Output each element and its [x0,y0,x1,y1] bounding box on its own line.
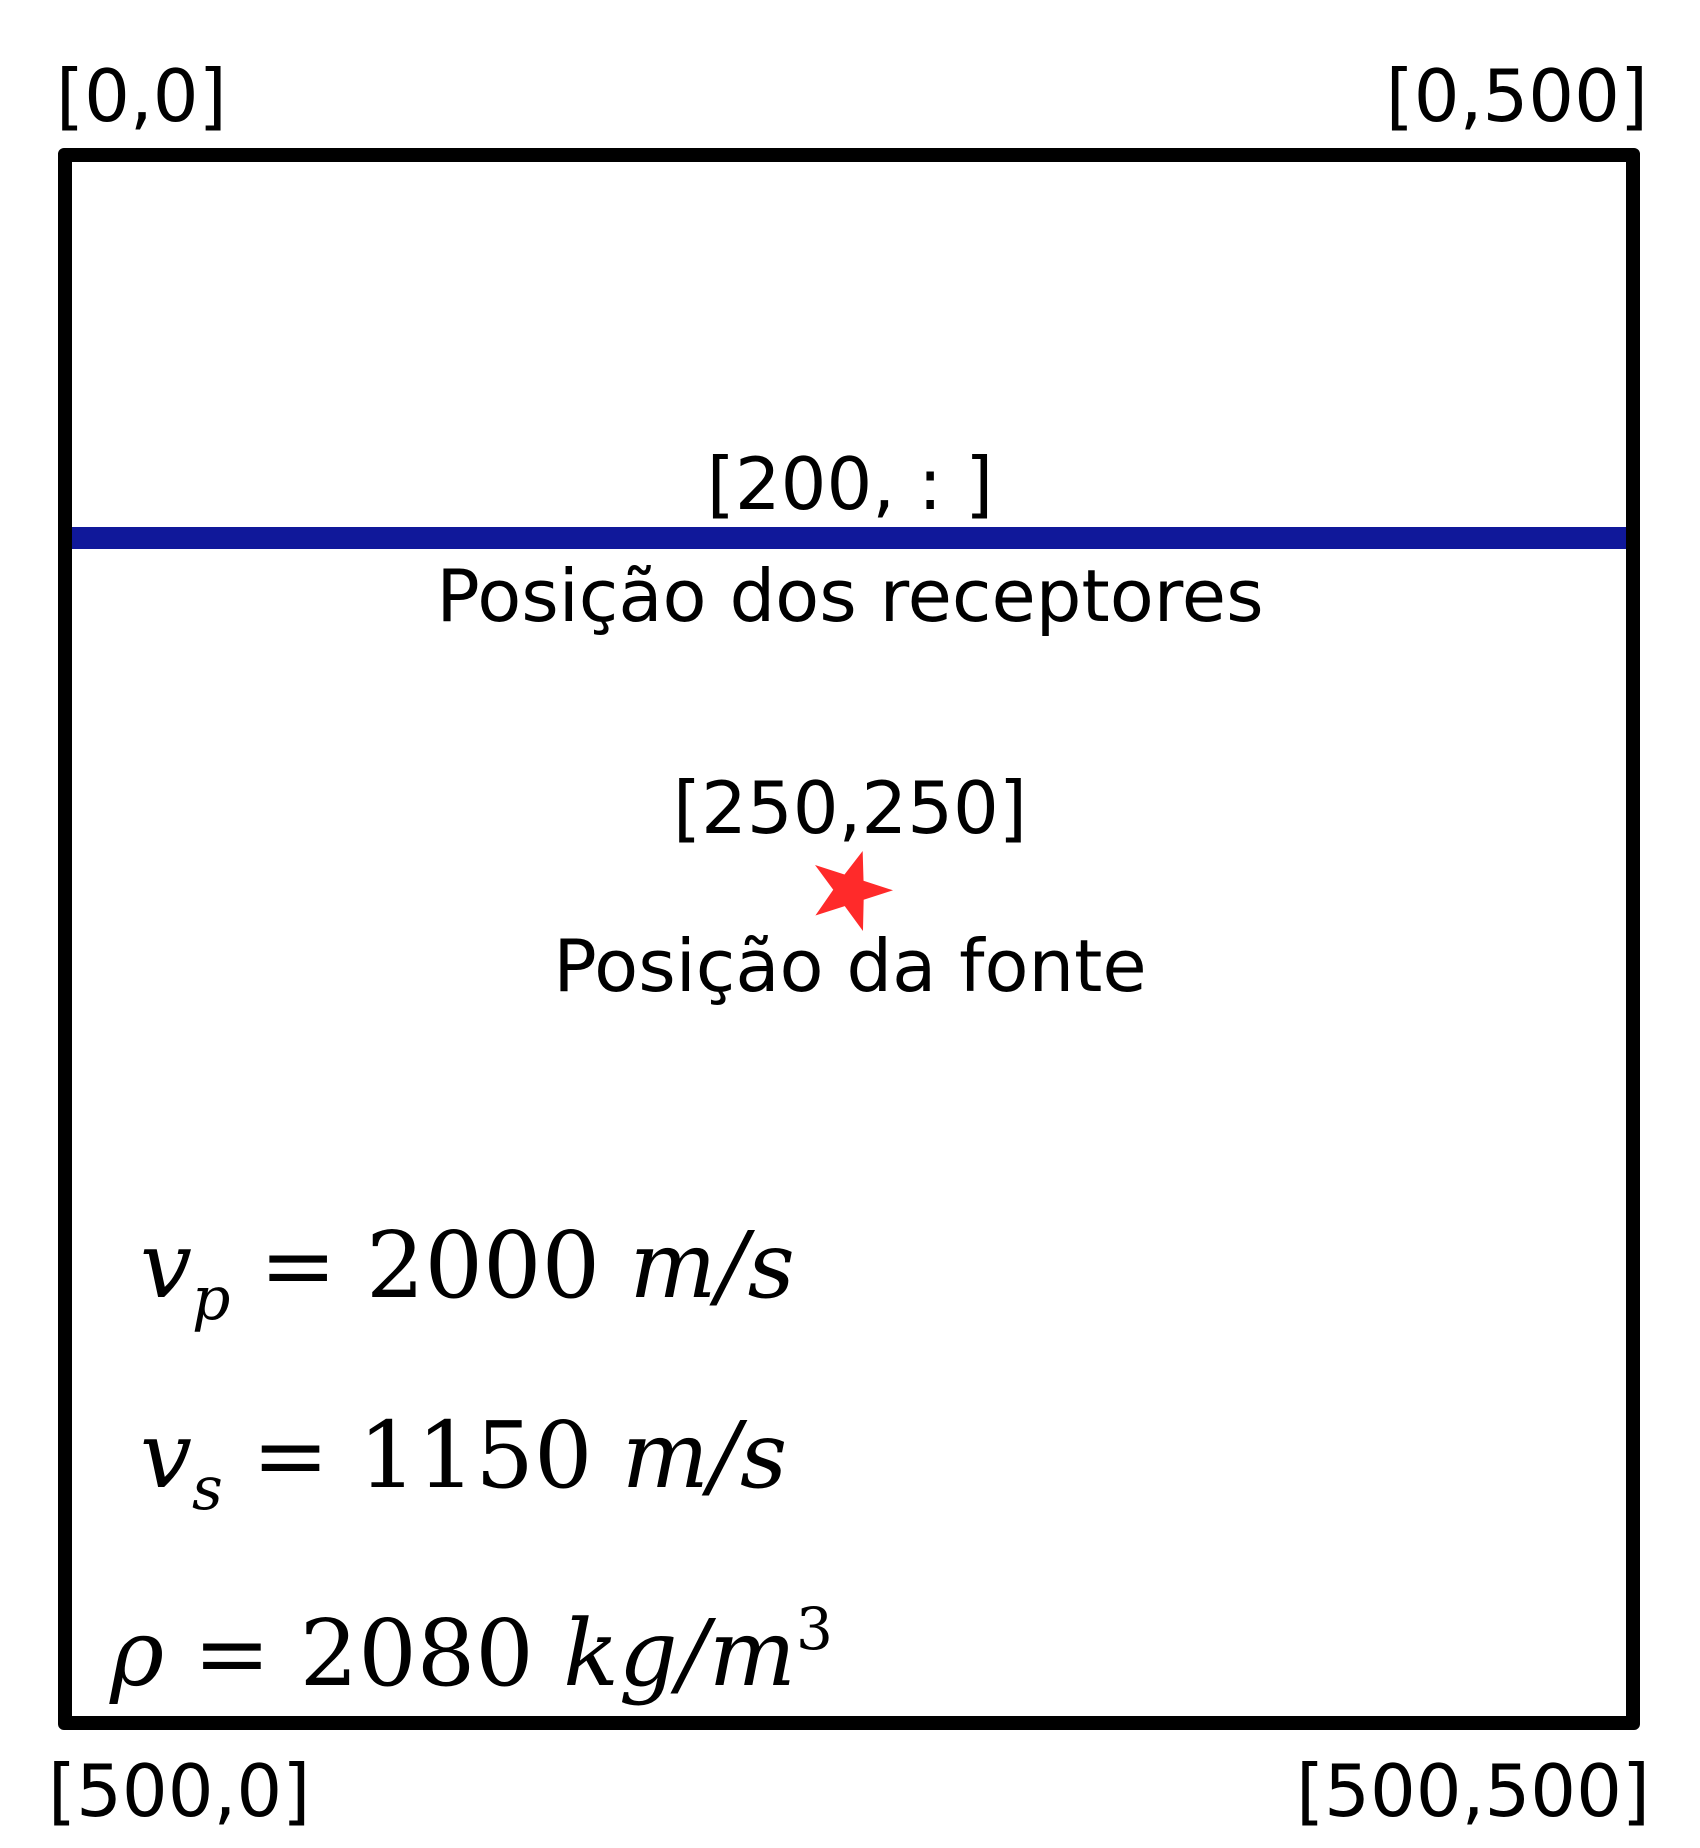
p-wave-velocity: vp = 2000 m/s [140,1220,795,1330]
vs-symbol: v [140,1402,192,1509]
vp-unit: m/s [629,1212,795,1319]
corner-label-bottom-right: [500,500] [1296,1749,1650,1833]
vs-unit: m/s [621,1402,788,1509]
corner-label-top-left: [0,0] [56,54,227,138]
density: ρ = 2080 kg/m3 [110,1600,833,1700]
rho-value: = 2080 [193,1600,534,1707]
corner-label-top-right: [0,500] [1385,54,1648,138]
vp-symbol: v [140,1212,192,1319]
source-index-label: [250,250] [673,766,1027,850]
rho-unit-exponent: 3 [795,1595,833,1663]
s-wave-velocity: vs = 1150 m/s [140,1410,787,1520]
vs-subscript: s [191,1454,223,1524]
source-star-icon [815,851,894,932]
source-position-label: Posição da fonte [553,924,1147,1008]
vp-value: = 2000 [259,1212,601,1319]
rho-symbol: ρ [110,1600,165,1707]
vp-subscript: p [191,1264,231,1334]
rho-unit: kg/m [563,1600,796,1707]
receiver-index-label: [200, : ] [706,442,994,526]
model-domain-box [58,148,1640,1730]
corner-label-bottom-left: [500,0] [48,1749,311,1833]
receiver-line [72,527,1626,549]
receiver-position-label: Posição dos receptores [436,554,1264,638]
vs-value: = 1150 [252,1402,593,1509]
